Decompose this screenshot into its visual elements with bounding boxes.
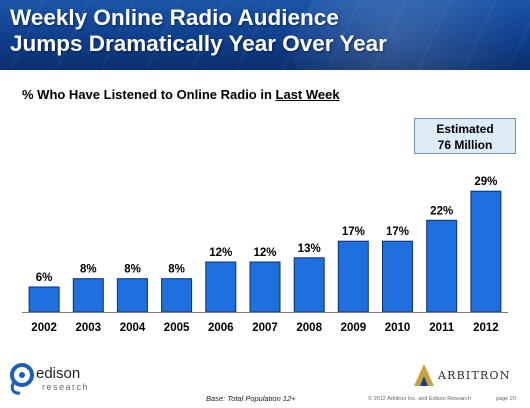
x-tick-label-2002: 2002 — [31, 322, 57, 334]
estimate-callout-line-1: Estimated — [436, 122, 494, 136]
data-label-2005: 8% — [168, 264, 185, 276]
bar-2005 — [161, 278, 193, 313]
bars-layer — [28, 190, 502, 313]
data-label-2003: 8% — [80, 264, 97, 276]
x-tick-label-2009: 2009 — [341, 322, 367, 334]
estimate-callout: Estimated 76 Million — [414, 118, 516, 154]
page-number: page 20 — [496, 396, 516, 402]
chart-subtitle: % Who Have Listened to Online Radio in L… — [22, 87, 340, 102]
edison-logo-name: edison — [36, 365, 81, 382]
x-tick-label-2003: 2003 — [76, 322, 102, 334]
banner-texture — [0, 0, 530, 70]
data-label-2007: 12% — [253, 247, 276, 259]
page-title: Weekly Online Radio Audience Jumps Drama… — [10, 5, 387, 57]
arbitron-logo-icon — [414, 364, 434, 386]
edison-logo: edison research — [8, 358, 98, 398]
x-tick-label-2008: 2008 — [296, 322, 322, 334]
title-banner: Weekly Online Radio Audience Jumps Drama… — [0, 0, 530, 70]
arbitron-logo-name: ARBITRON — [438, 369, 511, 382]
bar-2002 — [28, 286, 60, 313]
estimate-callout-line-2: 76 Million — [437, 138, 493, 152]
bar-2004 — [116, 278, 148, 313]
bar-2010 — [382, 240, 413, 313]
x-tick-label-2004: 2004 — [120, 322, 146, 334]
data-label-2012: 29% — [474, 176, 497, 188]
x-tick-label-2010: 2010 — [385, 322, 411, 334]
data-label-2004: 8% — [124, 264, 141, 276]
page-title-line-1: Weekly Online Radio Audience — [10, 5, 339, 30]
bar-2012 — [470, 190, 502, 313]
data-label-2009: 17% — [342, 226, 365, 238]
bar-2009 — [337, 240, 369, 313]
banner-decoration — [290, 0, 530, 70]
data-label-2011: 22% — [430, 205, 453, 217]
labels-layer: 6% 2002 8% 2003 8% 2004 8% 2005 12% 2006 12% 2007 13… — [31, 176, 498, 334]
bar-2007 — [249, 261, 281, 313]
x-tick-label-2006: 2006 — [208, 322, 234, 334]
data-label-2006: 12% — [209, 247, 232, 259]
data-label-2010: 17% — [386, 226, 409, 238]
x-tick-label-2011: 2011 — [429, 322, 455, 334]
x-tick-label-2005: 2005 — [164, 322, 190, 334]
data-label-2002: 6% — [36, 272, 53, 284]
edison-logo-subtext: research — [42, 382, 90, 392]
bar-2006 — [205, 261, 237, 313]
edison-logo-icon — [10, 363, 34, 395]
page-title-line-2: Jumps Dramatically Year Over Year — [10, 31, 387, 56]
x-tick-label-2012: 2012 — [473, 322, 499, 334]
bar-2011 — [426, 219, 458, 313]
copyright-notice: © 2012 Arbitron Inc. and Edison Research — [368, 396, 471, 402]
data-label-2008: 13% — [298, 243, 321, 255]
base-note: Base: Total Population 12+ — [206, 394, 296, 403]
bar-2003 — [72, 278, 104, 313]
chart-subtitle-prefix: % Who Have Listened to Online Radio in — [22, 87, 276, 102]
arbitron-logo: ARBITRON — [412, 362, 522, 388]
x-tick-label-2007: 2007 — [252, 322, 278, 334]
bar-2008 — [293, 257, 325, 313]
chart-subtitle-emphasis: Last Week — [275, 87, 340, 102]
